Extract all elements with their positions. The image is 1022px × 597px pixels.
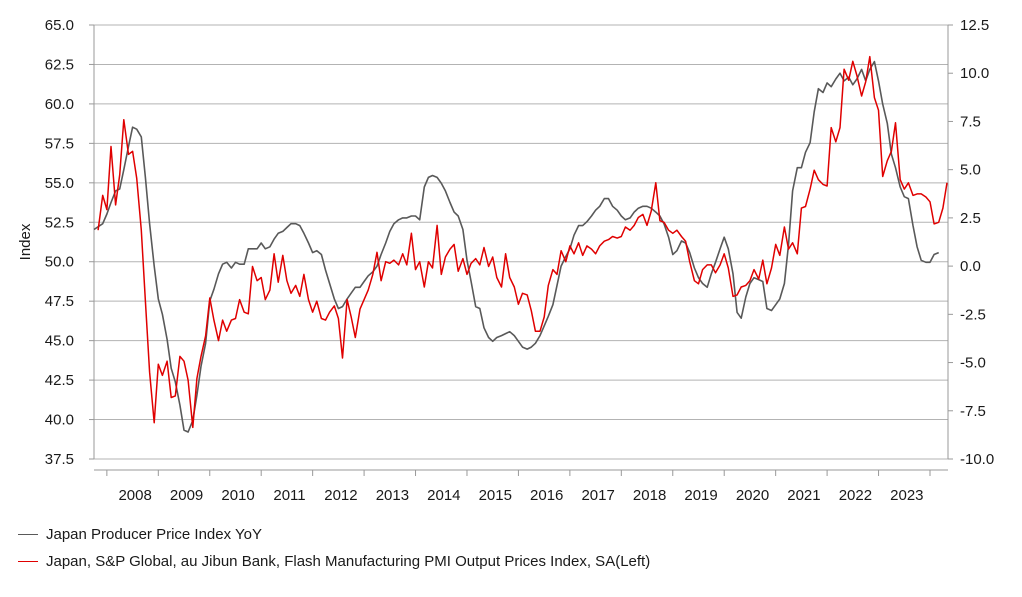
left-tick-label: 47.5 <box>45 293 74 310</box>
series-lines <box>93 55 948 433</box>
series-line-ppi-yoy <box>93 60 940 433</box>
left-tick-label: 62.5 <box>45 56 74 73</box>
x-axis-ticks: 2008 2009 2010 2011 2012 2013 2014 2015 2016 2017… <box>106 470 931 504</box>
x-tick-label: 2010 <box>221 487 254 504</box>
axes <box>93 25 949 471</box>
left-axis-tick-labels: 65.0 62.5 60.0 57.5 55.0 52.5 50.0 47.5 45.0 42.5… <box>45 17 94 468</box>
x-tick-label: 2016 <box>530 487 563 504</box>
x-tick-label: 2013 <box>376 487 409 504</box>
legend-swatch-ppi <box>18 534 38 535</box>
left-tick-label: 50.0 <box>45 254 74 271</box>
x-tick-label: 2008 <box>118 487 151 504</box>
legend-label-pmi: Japan, S&P Global, au Jibun Bank, Flash … <box>46 553 651 570</box>
legend-swatch-pmi <box>18 561 38 562</box>
legend-label-ppi: Japan Producer Price Index YoY <box>46 526 262 543</box>
right-tick-label: -5.0 <box>960 355 986 372</box>
left-tick-label: 42.5 <box>45 372 74 389</box>
left-tick-label: 37.5 <box>45 451 74 468</box>
x-tick-label: 2023 <box>890 487 923 504</box>
legend-item-ppi: Japan Producer Price Index YoY <box>18 521 650 548</box>
dual-axis-line-chart: 2008 2009 2010 2011 2012 2013 2014 2015 2016 2017… <box>17 17 994 504</box>
legend: Japan Producer Price Index YoY Japan, S&… <box>18 521 650 575</box>
gridlines <box>94 24 948 460</box>
right-tick-label: -2.5 <box>960 306 986 323</box>
left-tick-label: 40.0 <box>45 412 74 429</box>
left-tick-label: 45.0 <box>45 333 74 350</box>
x-tick-label: 2012 <box>324 487 357 504</box>
right-tick-label: 12.5 <box>960 17 989 34</box>
x-tick-label: 2017 <box>581 487 614 504</box>
x-tick-label: 2019 <box>684 487 717 504</box>
right-axis-tick-labels: 12.5 10.0 7.5 5.0 2.5 0.0 -2.5 -5.0 -7.5 -10.0 <box>948 17 994 468</box>
x-tick-label: 2020 <box>736 487 769 504</box>
series-line-pmi-output-prices <box>97 55 948 429</box>
left-tick-label: 57.5 <box>45 135 74 152</box>
x-tick-label: 2022 <box>839 487 872 504</box>
left-tick-label: 55.0 <box>45 175 74 192</box>
x-tick-label: 2021 <box>787 487 820 504</box>
right-tick-label: -7.5 <box>960 403 986 420</box>
x-tick-label: 2015 <box>479 487 512 504</box>
x-tick-label: 2009 <box>170 487 203 504</box>
right-tick-label: 0.0 <box>960 258 981 275</box>
x-tick-label: 2014 <box>427 487 460 504</box>
right-tick-label: 2.5 <box>960 210 981 227</box>
left-axis-title: Index <box>17 223 34 260</box>
right-tick-label: -10.0 <box>960 451 994 468</box>
right-tick-label: 10.0 <box>960 65 989 82</box>
right-tick-label: 5.0 <box>960 162 981 179</box>
left-tick-label: 52.5 <box>45 214 74 231</box>
x-tick-label: 2011 <box>273 487 305 504</box>
left-tick-label: 60.0 <box>45 96 74 113</box>
x-tick-label: 2018 <box>633 487 666 504</box>
left-tick-label: 65.0 <box>45 17 74 34</box>
legend-item-pmi: Japan, S&P Global, au Jibun Bank, Flash … <box>18 548 650 575</box>
right-tick-label: 7.5 <box>960 113 981 130</box>
